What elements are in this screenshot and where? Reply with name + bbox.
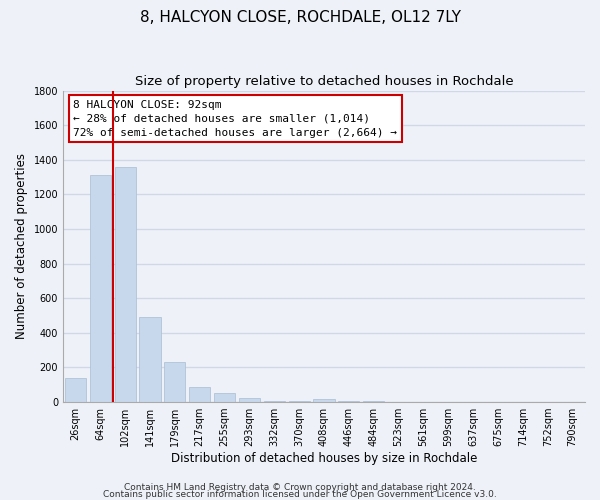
Bar	[65, 378, 86, 402]
Bar	[313, 400, 335, 402]
Title: Size of property relative to detached houses in Rochdale: Size of property relative to detached ho…	[135, 75, 514, 88]
Bar	[338, 401, 359, 402]
Text: Contains public sector information licensed under the Open Government Licence v3: Contains public sector information licen…	[103, 490, 497, 499]
Bar	[214, 394, 235, 402]
Text: 8 HALCYON CLOSE: 92sqm
← 28% of detached houses are smaller (1,014)
72% of semi-: 8 HALCYON CLOSE: 92sqm ← 28% of detached…	[73, 100, 397, 138]
Text: Contains HM Land Registry data © Crown copyright and database right 2024.: Contains HM Land Registry data © Crown c…	[124, 484, 476, 492]
Bar	[90, 176, 111, 402]
Bar	[289, 401, 310, 402]
X-axis label: Distribution of detached houses by size in Rochdale: Distribution of detached houses by size …	[171, 452, 477, 465]
Bar	[139, 318, 161, 402]
Bar	[239, 398, 260, 402]
Y-axis label: Number of detached properties: Number of detached properties	[15, 154, 28, 340]
Bar	[363, 401, 384, 402]
Bar	[264, 401, 285, 402]
Text: 8, HALCYON CLOSE, ROCHDALE, OL12 7LY: 8, HALCYON CLOSE, ROCHDALE, OL12 7LY	[139, 10, 461, 25]
Bar	[189, 388, 211, 402]
Bar	[115, 166, 136, 402]
Bar	[164, 362, 185, 402]
